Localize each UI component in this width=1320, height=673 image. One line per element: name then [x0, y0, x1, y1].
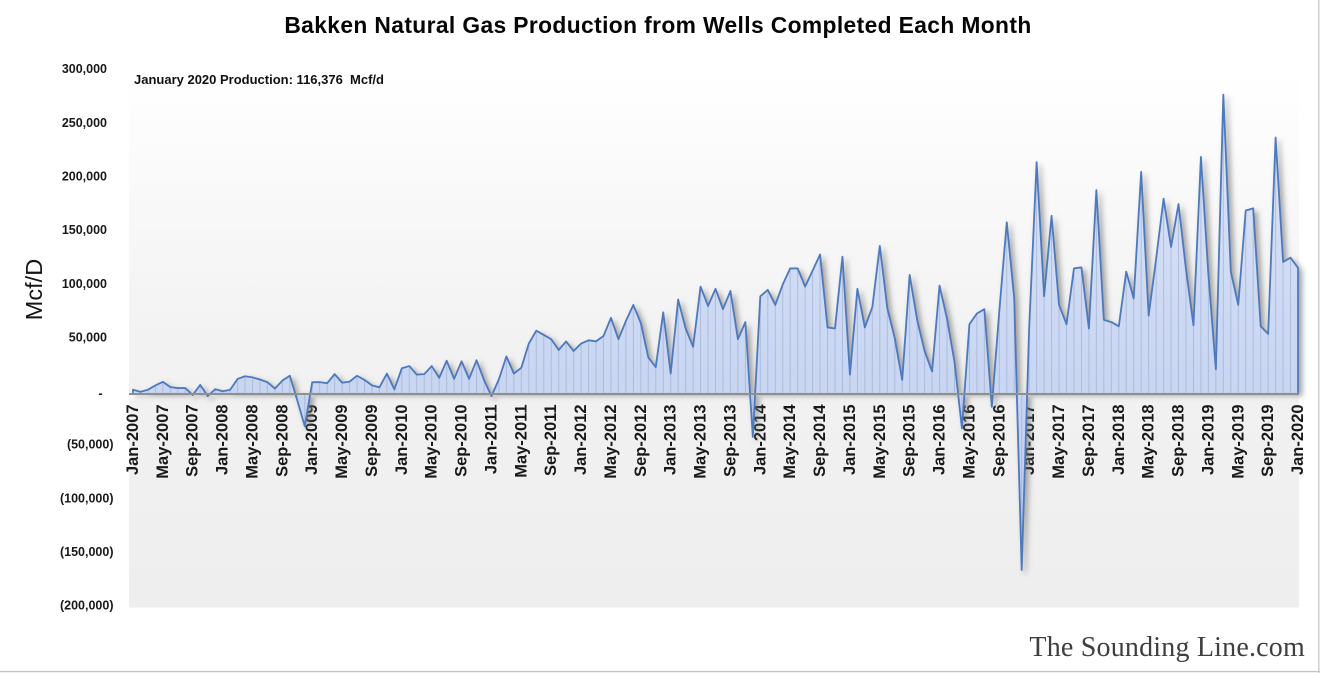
svg-text:Sep-2013: Sep-2013: [721, 404, 739, 476]
svg-text:250,000: 250,000: [62, 116, 107, 130]
svg-text:Jan-2019: Jan-2019: [1199, 404, 1217, 475]
svg-text:Sep-2019: Sep-2019: [1259, 404, 1277, 476]
svg-text:The Sounding Line.com: The Sounding Line.com: [1029, 632, 1305, 663]
svg-text:Jan-2009: Jan-2009: [303, 404, 321, 475]
svg-text:Sep-2014: Sep-2014: [811, 404, 829, 477]
svg-text:Jan-2013: Jan-2013: [662, 404, 680, 475]
svg-text:May-2018: May-2018: [1140, 404, 1158, 478]
svg-text:Sep-2010: Sep-2010: [453, 404, 471, 476]
svg-text:May-2013: May-2013: [692, 404, 710, 478]
svg-text:100,000: 100,000: [62, 277, 107, 291]
svg-text:Jan-2016: Jan-2016: [931, 404, 949, 475]
svg-text:Sep-2015: Sep-2015: [901, 404, 919, 476]
svg-text:May-2014: May-2014: [781, 404, 799, 479]
svg-text:(200,000): (200,000): [60, 599, 114, 613]
svg-text:May-2011: May-2011: [512, 404, 530, 477]
svg-text:Jan-2007: Jan-2007: [124, 404, 142, 475]
svg-text:(150,000): (150,000): [60, 545, 114, 559]
svg-text:Sep-2007: Sep-2007: [184, 404, 202, 476]
svg-text:(100,000): (100,000): [60, 491, 114, 505]
svg-text:150,000: 150,000: [62, 223, 107, 237]
svg-text:Jan-2011: Jan-2011: [482, 404, 500, 474]
svg-text:Sep-2017: Sep-2017: [1080, 404, 1098, 476]
svg-text:Bakken Natural Gas Production: Bakken Natural Gas Production from Wells…: [284, 12, 1031, 38]
svg-text:January 2020 Production: 116,3: January 2020 Production: 116,376 Mcf/d: [134, 72, 384, 87]
svg-text:Jan-2020: Jan-2020: [1289, 404, 1307, 475]
svg-text:(50,000): (50,000): [67, 438, 114, 452]
svg-text:Sep-2008: Sep-2008: [273, 404, 291, 476]
svg-text:Sep-2016: Sep-2016: [990, 404, 1008, 476]
svg-text:Jan-2014: Jan-2014: [751, 404, 769, 475]
svg-text:Jan-2012: Jan-2012: [572, 404, 590, 475]
svg-text:50,000: 50,000: [69, 330, 107, 344]
svg-text:Jan-2018: Jan-2018: [1110, 404, 1128, 475]
svg-text:Sep-2018: Sep-2018: [1170, 404, 1188, 476]
svg-text:May-2019: May-2019: [1229, 404, 1247, 478]
svg-text:May-2009: May-2009: [333, 404, 351, 478]
svg-text:200,000: 200,000: [62, 170, 107, 184]
svg-text:May-2010: May-2010: [423, 404, 441, 478]
svg-text:Sep-2012: Sep-2012: [632, 404, 650, 476]
svg-text:Jan-2010: Jan-2010: [393, 404, 411, 475]
svg-text:300,000: 300,000: [62, 62, 107, 76]
svg-text:Sep-2011: Sep-2011: [542, 404, 560, 476]
svg-text:May-2008: May-2008: [243, 404, 261, 478]
svg-text:Mcf/D: Mcf/D: [21, 259, 47, 320]
svg-text:May-2012: May-2012: [602, 404, 620, 478]
svg-text:-: -: [98, 387, 102, 401]
svg-text:Sep-2009: Sep-2009: [363, 404, 381, 476]
svg-text:May-2016: May-2016: [960, 404, 978, 478]
svg-text:Jan-2015: Jan-2015: [841, 404, 859, 475]
svg-text:Jan-2008: Jan-2008: [214, 404, 232, 475]
svg-text:May-2015: May-2015: [871, 404, 889, 478]
svg-text:May-2017: May-2017: [1050, 404, 1068, 478]
svg-text:May-2007: May-2007: [154, 404, 172, 478]
